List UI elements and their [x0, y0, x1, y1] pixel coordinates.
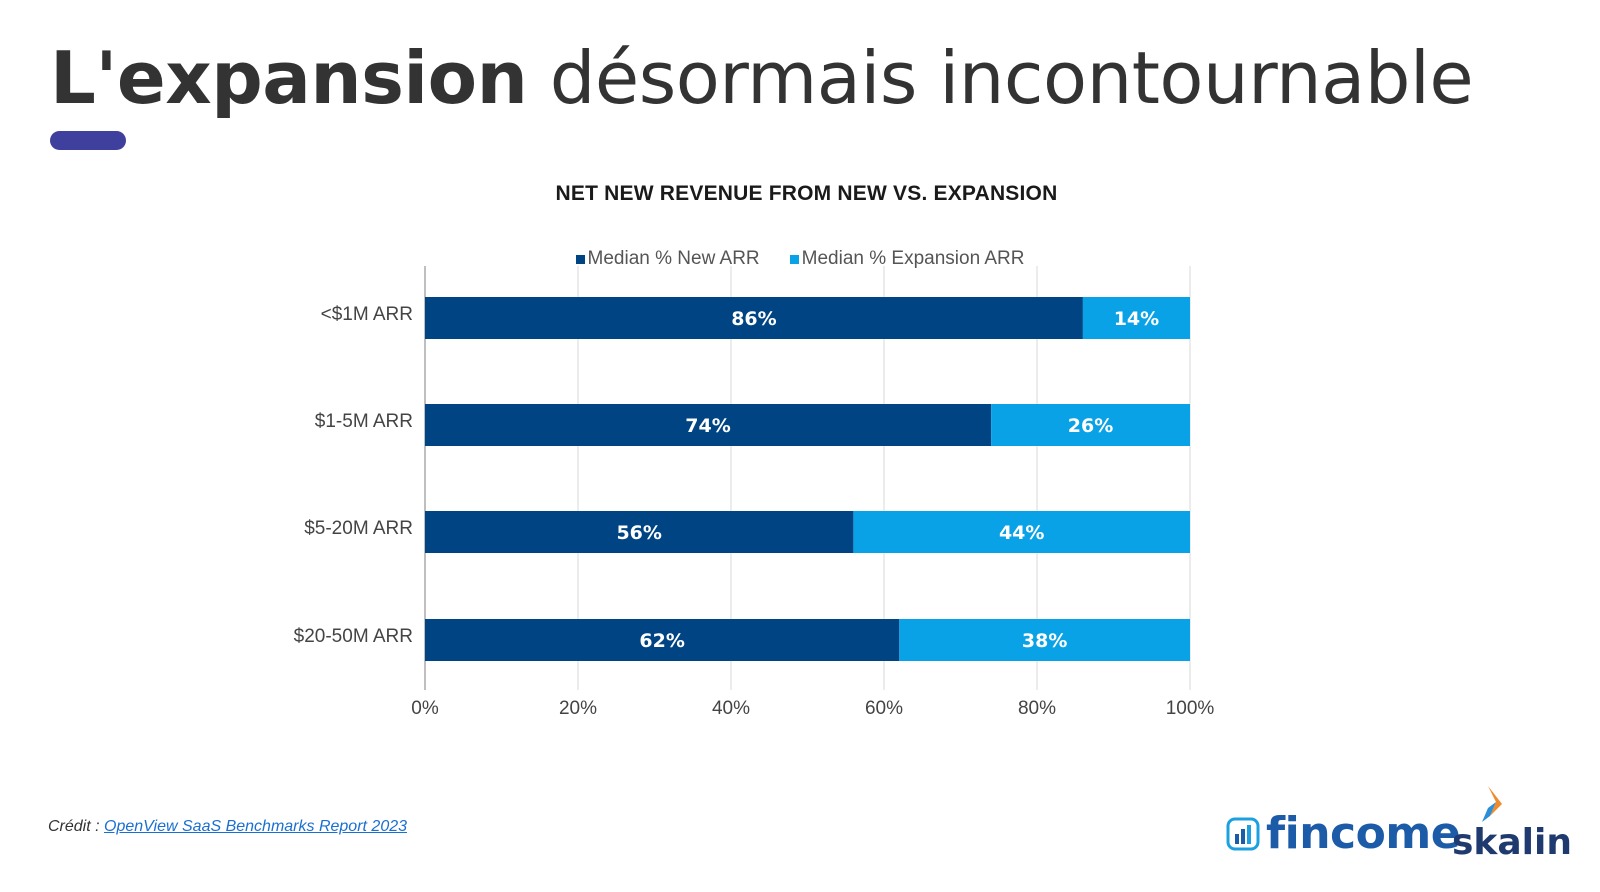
- chart-title: NET NEW REVENUE FROM NEW VS. EXPANSION: [555, 182, 1058, 205]
- bar-new-arr: [425, 404, 992, 446]
- bar-data-label: 26%: [1068, 415, 1113, 437]
- skalin-wordmark: skalin: [1452, 822, 1572, 863]
- legend-item-expansion-arr: Median % Expansion ARR: [789, 248, 1025, 270]
- x-axis-tick-label: 40%: [711, 698, 751, 719]
- credit-source-link[interactable]: OpenView SaaS Benchmarks Report 2023: [104, 818, 408, 835]
- fincome-chart-icon: [1226, 817, 1260, 850]
- bar-data-label: 86%: [731, 308, 776, 330]
- y-axis-category-label: $5-20M ARR: [304, 518, 413, 539]
- y-axis-category-label: <$1M ARR: [320, 304, 413, 325]
- slide-title-bold: L'expansion: [50, 36, 528, 120]
- credit-prefix: Crédit :: [48, 818, 105, 835]
- bar-new-arr: [425, 619, 900, 661]
- bar-data-label: 14%: [1114, 308, 1159, 330]
- x-axis-tick-label: 80%: [1017, 698, 1057, 719]
- skalin-logo: skalin: [1452, 786, 1572, 866]
- y-axis-category-label: $20-50M ARR: [293, 626, 413, 647]
- legend-label-new-arr: Median % New ARR: [587, 248, 760, 269]
- bar-data-label: 38%: [1022, 630, 1067, 652]
- title-underline: [50, 131, 126, 150]
- legend-item-new-arr: Median % New ARR: [575, 248, 760, 270]
- slide-title: L'expansion désormais incontournable: [50, 36, 1474, 120]
- fincome-logo: fincome: [1226, 808, 1461, 859]
- bar-data-label: 56%: [616, 522, 661, 544]
- fincome-wordmark: fincome: [1266, 808, 1461, 859]
- x-axis-tick-label: 60%: [864, 698, 904, 719]
- bar-expansion-arr: [1082, 297, 1190, 339]
- chart-legend: Median % New ARR Median % Expansion ARR: [0, 248, 1600, 270]
- legend-label-expansion-arr: Median % Expansion ARR: [801, 248, 1025, 269]
- x-axis-tick-label: 20%: [558, 698, 598, 719]
- slide-title-rest: désormais incontournable: [527, 36, 1474, 120]
- bar-data-label: 74%: [685, 415, 730, 437]
- bar-new-arr: [425, 297, 1083, 339]
- bar-expansion-arr: [991, 404, 1190, 446]
- bar-expansion-arr: [853, 511, 1190, 553]
- skalin-arrow-icon: [1482, 786, 1502, 822]
- legend-swatch-expansion-arr: [789, 254, 799, 264]
- x-axis-tick-label: 0%: [411, 698, 439, 719]
- bar-new-arr: [425, 511, 854, 553]
- bar-data-label: 44%: [999, 522, 1044, 544]
- x-axis-tick-label: 100%: [1165, 698, 1215, 719]
- y-axis-category-label: $1-5M ARR: [314, 411, 413, 432]
- bar-expansion-arr: [899, 619, 1190, 661]
- legend-swatch-new-arr: [575, 254, 585, 264]
- credit-line: Crédit : OpenView SaaS Benchmarks Report…: [48, 818, 407, 836]
- bar-data-label: 62%: [639, 630, 684, 652]
